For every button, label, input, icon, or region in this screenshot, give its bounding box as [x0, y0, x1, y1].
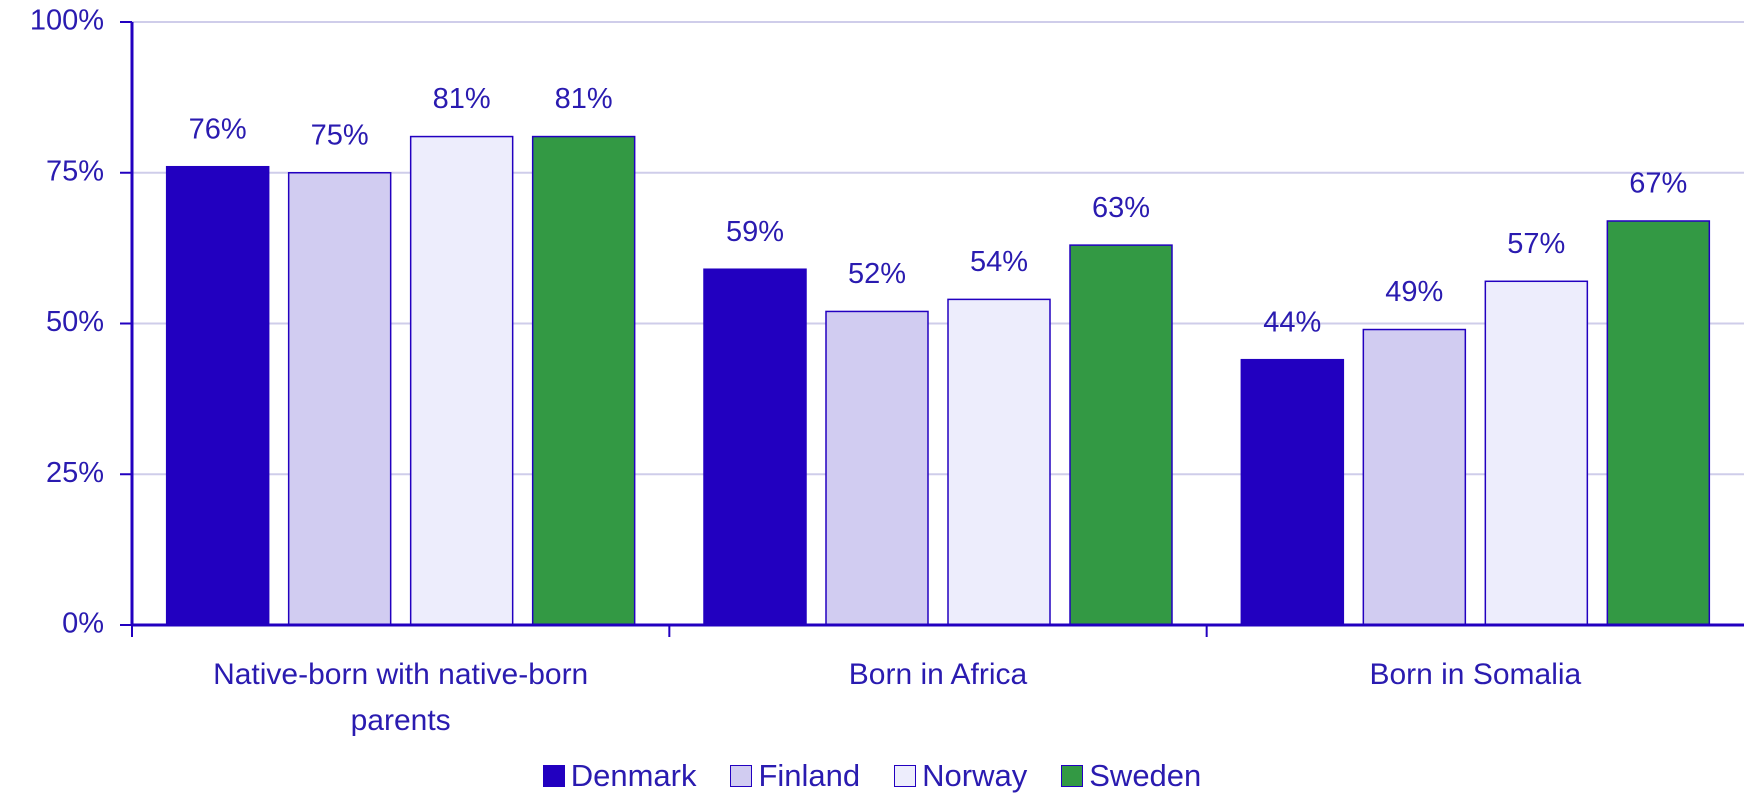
legend-item: Denmark: [542, 758, 697, 794]
legend-swatch: [730, 765, 753, 787]
legend-swatch: [894, 765, 917, 787]
value-label: 57%: [1507, 228, 1565, 260]
value-label: 59%: [726, 216, 784, 248]
bar: [531, 135, 636, 626]
bar: [1069, 244, 1173, 626]
legend-swatch: [1061, 765, 1084, 787]
x-tick-label: Born in Somalia: [1369, 658, 1582, 691]
bar: [1240, 358, 1345, 626]
legend-label: Finland: [758, 758, 861, 793]
legend: Denmark Finland Norway Sweden: [0, 758, 1744, 794]
value-label: 63%: [1092, 192, 1150, 224]
bar: [947, 298, 1051, 626]
value-label: 49%: [1385, 276, 1443, 308]
value-label: 44%: [1263, 306, 1321, 338]
bar: [1606, 220, 1711, 626]
legend-label: Denmark: [570, 758, 697, 793]
value-label: 81%: [555, 83, 613, 115]
legend-item: Norway: [894, 758, 1027, 794]
value-label: 67%: [1629, 168, 1687, 200]
value-label: 52%: [848, 258, 906, 290]
value-label: 75%: [311, 119, 369, 151]
y-tick-label: 0%: [62, 608, 104, 640]
bar: [825, 310, 929, 626]
legend-swatch: [542, 765, 565, 787]
bar: [409, 135, 514, 626]
legend-item: Finland: [730, 758, 860, 794]
x-tick-label: Native-born with native-born parents: [213, 658, 589, 737]
y-tick-label: 100%: [30, 5, 104, 37]
bar: [287, 172, 392, 626]
value-label: 54%: [970, 246, 1028, 278]
y-tick-label: 50%: [46, 306, 104, 338]
bar: [1484, 280, 1589, 626]
bar: [1362, 328, 1467, 626]
bar: [165, 165, 270, 626]
bar: [703, 268, 807, 626]
legend-item: Sweden: [1061, 758, 1201, 794]
legend-label: Norway: [922, 758, 1028, 793]
y-tick-label: 75%: [46, 155, 104, 187]
y-tick-label: 25%: [46, 457, 104, 489]
x-tick-label: Born in Africa: [848, 658, 1028, 691]
value-label: 81%: [433, 83, 491, 115]
legend-label: Sweden: [1089, 758, 1202, 793]
value-label: 76%: [189, 113, 247, 145]
